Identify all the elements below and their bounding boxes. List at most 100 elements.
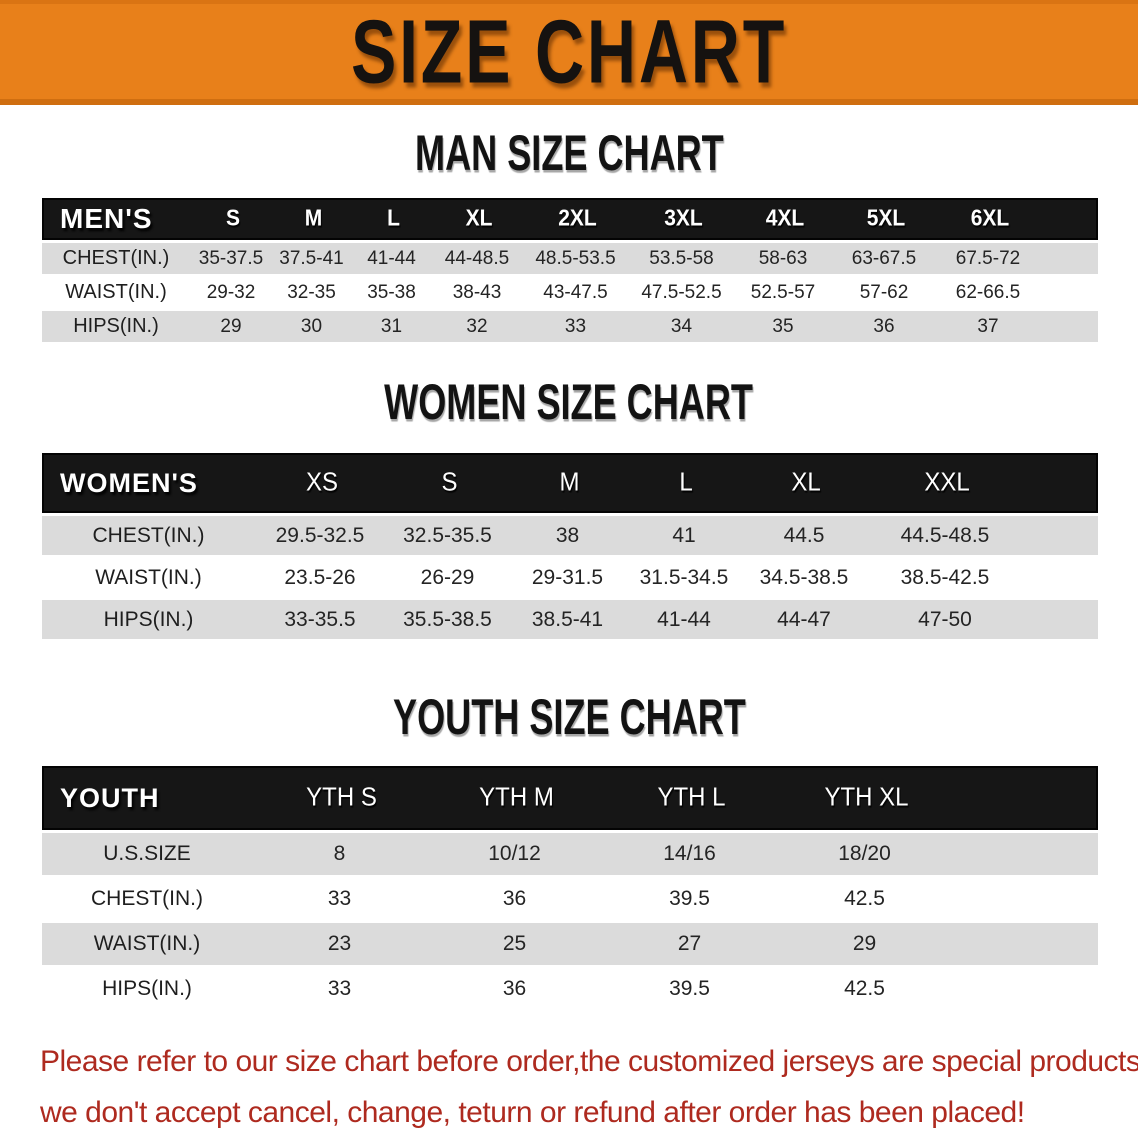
size-value: 44-47 <box>777 607 831 631</box>
size-value: 29-32 <box>206 281 256 303</box>
row-label: CHEST(IN.) <box>91 887 203 910</box>
womens-size-table: WOMEN'S XS S M L XL XXL CHEST(IN.) 29.5-32.5 32.5… <box>42 453 1098 639</box>
size-column-header: L <box>679 467 693 498</box>
size-value: 34 <box>670 315 693 337</box>
size-column-header: YTH S <box>306 782 377 813</box>
size-column-header: 6XL <box>970 206 1010 231</box>
size-value: 36 <box>502 887 527 910</box>
size-value: 63-67.5 <box>851 247 917 269</box>
size-value: 33-35.5 <box>284 607 356 631</box>
youth-section-heading-text: YOUTH SIZE CHART <box>392 688 746 745</box>
size-value: 38.5-41 <box>531 607 604 631</box>
table-row: CHEST(IN.) 35-37.5 37.5-41 41-44 44-48.5 48.5… <box>42 243 1098 274</box>
women-section-heading-text: WOMEN SIZE CHART <box>384 373 754 430</box>
mens-size-table: MEN'S S M L XL 2XL 3XL 4XL 5XL 6XL CHEST(IN.) 35-37… <box>42 198 1098 342</box>
size-column-header: YTH M <box>479 782 554 813</box>
size-chart-banner: SIZE CHART <box>0 0 1138 105</box>
row-label: HIPS(IN.) <box>73 315 159 337</box>
size-column-header: 2XL <box>558 206 597 231</box>
size-value: 10/12 <box>488 842 541 865</box>
size-value: 36 <box>502 977 527 1000</box>
size-value: 32-35 <box>287 281 336 303</box>
size-value: 34.5-38.5 <box>759 565 849 589</box>
size-value: 44-48.5 <box>444 247 510 269</box>
order-disclaimer: Please refer to our size chart before or… <box>40 1036 1138 1132</box>
size-value: 35 <box>772 315 794 337</box>
size-column-header: YTH XL <box>824 782 909 813</box>
youth-size-table: YOUTH YTH S YTH M YTH L YTH XL U.S.SIZE 8 10/12… <box>42 766 1098 1010</box>
size-value: 62-66.5 <box>955 281 1021 303</box>
banner-title: SIZE CHART <box>350 0 788 103</box>
size-column-header: XL <box>465 206 493 231</box>
size-value: 33 <box>564 315 587 337</box>
size-value: 47-50 <box>918 607 972 631</box>
size-column-header: XXL <box>924 467 970 498</box>
table-header-label: YOUTH <box>60 782 160 813</box>
size-value: 36 <box>873 315 895 337</box>
size-value: 57-62 <box>859 281 909 303</box>
size-value: 25 <box>502 932 527 955</box>
size-value: 53.5-58 <box>649 247 714 269</box>
size-value: 67.5-72 <box>955 247 1021 269</box>
row-label: HIPS(IN.) <box>103 607 194 631</box>
size-value: 42.5 <box>844 977 885 1000</box>
row-label: WAIST(IN.) <box>95 565 202 589</box>
size-value: 52.5-57 <box>750 281 816 303</box>
size-value: 39.5 <box>669 887 710 910</box>
size-value: 14/16 <box>663 842 716 865</box>
table-header-row: MEN'S S M L XL 2XL 3XL 4XL 5XL 6XL <box>42 198 1098 240</box>
table-row: CHEST(IN.) 29.5-32.5 32.5-35.5 38 41 44.5 44.5… <box>42 516 1098 555</box>
size-value: 33 <box>327 977 352 1000</box>
size-value: 39.5 <box>669 977 710 1000</box>
table-header-row: WOMEN'S XS S M L XL XXL <box>42 453 1098 513</box>
size-value: 44.5-48.5 <box>900 523 990 547</box>
table-row: HIPS(IN.) 33 36 39.5 42.5 <box>42 968 1098 1010</box>
row-label: CHEST(IN.) <box>62 247 170 269</box>
size-value: 23.5-26 <box>284 565 356 589</box>
size-column-header: XL <box>791 467 821 498</box>
size-value: 23 <box>327 932 352 955</box>
size-value: 41 <box>672 523 696 547</box>
size-value: 48.5-53.5 <box>535 247 616 269</box>
size-value: 33 <box>327 887 352 910</box>
size-value: 8 <box>333 842 346 865</box>
table-header-row: YOUTH YTH S YTH M YTH L YTH XL <box>42 766 1098 830</box>
table-header-label: WOMEN'S <box>60 467 198 498</box>
size-value: 32 <box>466 315 488 337</box>
size-value: 35.5-38.5 <box>403 607 492 631</box>
table-row: HIPS(IN.) 29 30 31 32 33 34 35 36 37 <box>42 311 1098 342</box>
size-column-header: 5XL <box>866 206 906 231</box>
table-row: WAIST(IN.) 23.5-26 26-29 29-31.5 31.5-34.5 34… <box>42 558 1098 597</box>
size-column-header: 4XL <box>765 206 805 231</box>
size-value: 31.5-34.5 <box>639 565 729 589</box>
size-value: 35-38 <box>367 281 416 303</box>
size-value: 41-44 <box>367 247 416 269</box>
size-value: 35-37.5 <box>198 247 264 269</box>
size-value: 38 <box>555 523 580 547</box>
youth-section-heading: YOUTH SIZE CHART <box>0 689 1138 745</box>
table-row: WAIST(IN.) 29-32 32-35 35-38 38-43 43-47.5 47.… <box>42 277 1098 308</box>
table-row: U.S.SIZE 8 10/12 14/16 18/20 <box>42 833 1098 875</box>
size-value: 42.5 <box>844 887 885 910</box>
size-column-header: 3XL <box>664 206 703 231</box>
size-column-header: YTH L <box>657 782 726 813</box>
table-header-label: MEN'S <box>60 203 153 234</box>
size-value: 26-29 <box>420 565 475 589</box>
size-value: 30 <box>300 315 323 337</box>
man-section-heading: MAN SIZE CHART <box>0 125 1138 181</box>
table-row: CHEST(IN.) 33 36 39.5 42.5 <box>42 878 1098 920</box>
size-value: 38.5-42.5 <box>900 565 990 589</box>
size-value: 47.5-52.5 <box>641 281 722 303</box>
size-value: 31 <box>380 315 403 337</box>
size-column-header: S <box>225 206 240 231</box>
size-value: 58-63 <box>758 247 808 269</box>
table-row: WAIST(IN.) 23 25 27 29 <box>42 923 1098 965</box>
size-value: 29 <box>852 932 877 955</box>
size-value: 29-31.5 <box>531 565 604 589</box>
size-value: 38-43 <box>452 281 502 303</box>
size-column-header: L <box>387 206 400 231</box>
row-label: WAIST(IN.) <box>93 932 201 955</box>
size-value: 27 <box>677 932 702 955</box>
size-value: 41-44 <box>657 607 711 631</box>
table-row: HIPS(IN.) 33-35.5 35.5-38.5 38.5-41 41-44 44-… <box>42 600 1098 639</box>
